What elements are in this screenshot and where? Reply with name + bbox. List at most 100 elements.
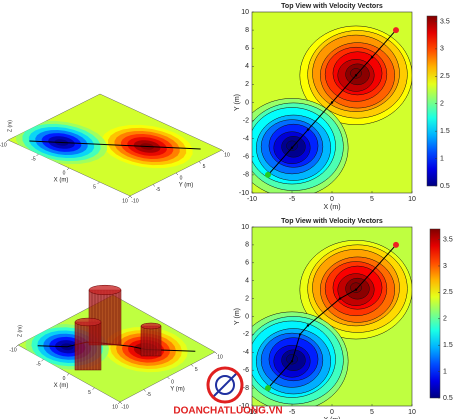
y-tick-label: -4 xyxy=(243,349,249,356)
obstacle-top xyxy=(74,317,102,327)
x-tick-label: 0 xyxy=(330,409,334,416)
watermark: DOANCHATLUONG.VN xyxy=(173,406,282,417)
contour-level xyxy=(286,354,298,365)
z-axis-label: Z (m) xyxy=(17,325,23,337)
y-axis-label: Y (m) xyxy=(179,183,194,189)
x-tick-label: 10 xyxy=(408,196,416,203)
obstacle xyxy=(140,322,162,357)
path-point xyxy=(290,360,294,363)
y-tick-label: -10 xyxy=(131,198,138,204)
y-tick xyxy=(221,149,225,153)
y-axis-label: Y (m) xyxy=(234,308,241,325)
colorbar-tick-label: 3 xyxy=(440,46,444,53)
colorbar-tick-label: 3.5 xyxy=(443,236,453,243)
x-tick-label: 5 xyxy=(370,409,374,416)
path-point xyxy=(370,56,374,59)
y-tick-label: -4 xyxy=(243,136,249,143)
y-tick-label: -8 xyxy=(243,172,249,179)
x-tick-label: -10 xyxy=(247,196,257,203)
logo-inner xyxy=(215,375,235,395)
x-tick-label: -10 xyxy=(9,347,16,353)
y-tick-label: -10 xyxy=(239,403,249,410)
x-tick-label: -5 xyxy=(289,409,295,416)
colorbar-tick-label: 0.5 xyxy=(440,183,450,190)
contour-level xyxy=(286,140,298,151)
x-tick xyxy=(36,153,39,157)
chart-title: Top View with Velocity Vectors xyxy=(281,218,383,225)
logo xyxy=(206,366,244,404)
y-tick xyxy=(129,195,133,199)
y-tick-label: -5 xyxy=(147,392,152,398)
chart-title: Top View with Velocity Vectors xyxy=(281,3,383,10)
path-point xyxy=(354,74,358,77)
colorbar-tick-label: 0.5 xyxy=(443,395,453,402)
y-tick-label: -10 xyxy=(121,404,128,410)
start-marker xyxy=(265,385,271,392)
y-tick-label: -2 xyxy=(243,331,249,338)
y-tick-label: -5 xyxy=(156,187,161,193)
contour-peak xyxy=(252,311,349,406)
path-point xyxy=(298,333,302,336)
path-point xyxy=(290,146,294,149)
colorbar-tick-label: 1 xyxy=(440,155,444,162)
start-marker xyxy=(265,171,271,178)
colorbar-tick-label: 3.5 xyxy=(440,18,450,25)
y-tick xyxy=(191,364,194,367)
colorbar-tick-label: 2 xyxy=(443,316,447,323)
x-tick xyxy=(66,373,70,376)
colorbar-tick-label: 3 xyxy=(443,263,447,270)
contour-plot: -10 -5 0 5 10 -10 -8 -6 -4 -2 0 2 4 6 8 10 Top View with… xyxy=(234,3,450,211)
y-tick-label: 8 xyxy=(245,242,249,249)
y-tick-label: -2 xyxy=(243,117,249,124)
y-tick xyxy=(119,401,123,405)
y-tick-label: 10 xyxy=(241,224,249,231)
y-tick-label: -8 xyxy=(243,385,249,392)
y-tick-label: 10 xyxy=(224,152,230,158)
y-tick xyxy=(214,351,218,355)
y-tick xyxy=(167,376,170,380)
x-tick xyxy=(97,181,100,185)
path-point xyxy=(306,324,310,327)
x-tick-label: 0 xyxy=(330,196,334,203)
x-tick-label: 5 xyxy=(93,184,96,190)
x-tick-label: 0 xyxy=(63,170,66,176)
x-tick xyxy=(66,167,70,171)
x-tick-label: 5 xyxy=(370,196,374,203)
x-tick-label: -5 xyxy=(289,196,295,203)
path-point xyxy=(338,297,342,300)
y-tick-label: 5 xyxy=(203,164,206,170)
x-tick-label: 10 xyxy=(112,404,118,410)
y-tick-label: 10 xyxy=(241,9,249,16)
path-point xyxy=(306,128,310,131)
y-tick-label: -6 xyxy=(243,154,249,161)
y-tick xyxy=(175,172,179,176)
colorbar-tick-label: 2 xyxy=(440,101,444,108)
x-axis-label: X (m) xyxy=(54,178,69,184)
y-tick-label: 2 xyxy=(245,295,249,302)
x-tick xyxy=(5,139,9,143)
y-tick-label: 0 xyxy=(171,379,174,385)
y-tick xyxy=(143,389,146,392)
obstacle-body xyxy=(74,321,102,371)
y-tick-label: 0 xyxy=(180,175,183,181)
y-tick-label: 10 xyxy=(217,354,223,360)
y-tick-label: 6 xyxy=(245,260,249,267)
x-tick xyxy=(117,401,121,405)
colorbar-tick-label: 2.5 xyxy=(440,73,450,80)
x-axis-label: X (m) xyxy=(54,383,69,389)
colorbar xyxy=(426,15,438,187)
x-tick xyxy=(127,195,131,199)
x-tick-label: 5 xyxy=(88,390,91,396)
path-line xyxy=(29,140,201,150)
y-tick-label: 2 xyxy=(245,81,249,88)
path-point xyxy=(330,101,334,104)
obstacle xyxy=(74,317,102,371)
y-tick-label: -6 xyxy=(243,367,249,374)
y-axis-label: Y (m) xyxy=(170,387,185,393)
contour-level xyxy=(350,282,362,293)
y-tick xyxy=(152,184,156,187)
y-tick-label: 5 xyxy=(195,367,198,373)
